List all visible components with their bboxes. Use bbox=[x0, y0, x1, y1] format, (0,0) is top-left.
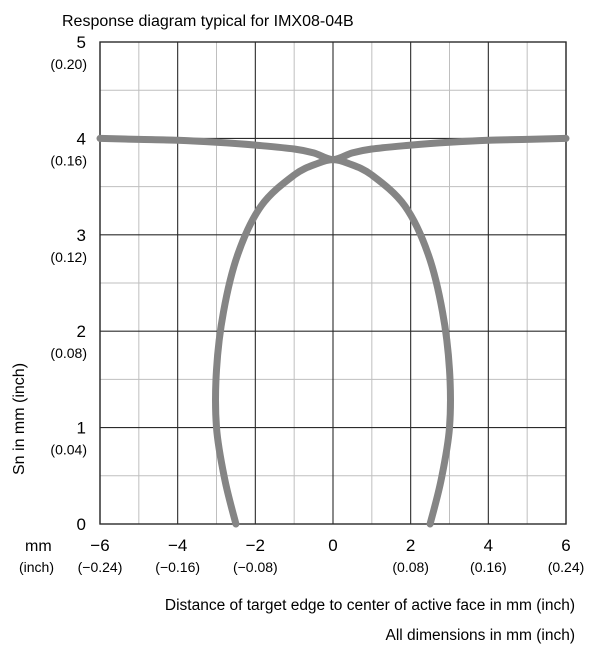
y-tick-labels: 0 1 (0.04) 2 (0.08) 3 (0.12) 4 (0.16) 5 (0.20) bbox=[50, 33, 87, 534]
x-tick-label-inch: (0.08) bbox=[392, 559, 429, 575]
y-tick-label-mm: 1 bbox=[77, 419, 86, 438]
x-tick-label-mm: −2 bbox=[246, 536, 265, 555]
x-tick-label-mm: 6 bbox=[561, 536, 570, 555]
x-tick-label-inch: (−0.16) bbox=[155, 559, 200, 575]
x-tick-label-mm: 2 bbox=[406, 536, 415, 555]
x-tick-label-inch: (−0.24) bbox=[78, 559, 123, 575]
x-tick-label-inch: (−0.08) bbox=[233, 559, 278, 575]
y-tick-label-inch: (0.20) bbox=[50, 56, 87, 72]
x-tick-label-inch: (0.24) bbox=[548, 559, 585, 575]
x-tick-label-inch: (0.16) bbox=[470, 559, 507, 575]
x-tick-label-mm: −6 bbox=[90, 536, 109, 555]
x-tick-labels: −6 (−0.24) −4 (−0.16) −2 (−0.08) 0 2 (0.08) 4 (0.1… bbox=[78, 536, 585, 575]
x-tick-label-mm: −4 bbox=[168, 536, 187, 555]
x-unit-mm: mm bbox=[25, 538, 52, 555]
y-tick-label-mm: 2 bbox=[77, 322, 86, 341]
response-curve-2 bbox=[212, 156, 454, 528]
y-tick-label-mm: 5 bbox=[77, 33, 86, 52]
response-curves bbox=[96, 134, 570, 528]
footnote: All dimensions in mm (inch) bbox=[386, 627, 576, 644]
y-tick-label-mm: 4 bbox=[77, 129, 86, 148]
x-tick-label-mm: 0 bbox=[328, 536, 337, 555]
x-unit-inch: (inch) bbox=[19, 559, 54, 575]
y-tick-label-inch: (0.12) bbox=[50, 249, 87, 265]
y-tick-label-mm: 0 bbox=[77, 515, 86, 534]
y-tick-label-mm: 3 bbox=[77, 226, 86, 245]
y-tick-label-inch: (0.04) bbox=[50, 442, 87, 458]
x-axis-label: Distance of target edge to center of act… bbox=[165, 597, 575, 614]
x-tick-label-mm: 4 bbox=[484, 536, 493, 555]
y-tick-label-inch: (0.08) bbox=[50, 345, 87, 361]
plot-frame bbox=[99, 41, 567, 525]
y-tick-label-inch: (0.16) bbox=[50, 152, 87, 168]
y-axis-label: Sn in mm (inch) bbox=[11, 363, 28, 475]
chart-title: Response diagram typical for IMX08-04B bbox=[62, 13, 354, 30]
